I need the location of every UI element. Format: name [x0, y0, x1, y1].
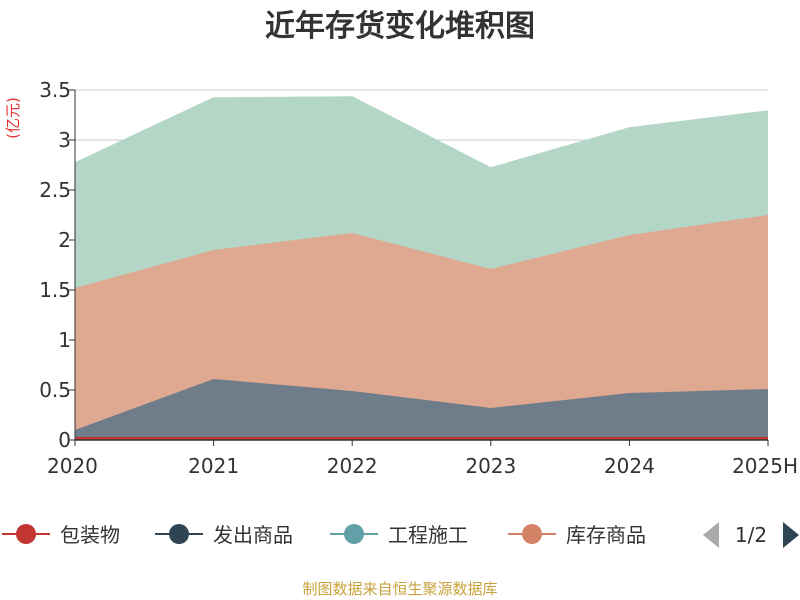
legend-marker-icon: [169, 524, 189, 544]
legend-label: 发出商品: [213, 523, 293, 547]
area-发出商品: [75, 379, 768, 437]
axis-layer: 0 0.5 1 1.5 2 2.5 3 3.5 2020 2021 2022 2023 2024 2025…: [39, 78, 798, 478]
x-tick-label: 2023: [465, 454, 516, 478]
legend-pager: 1/2: [703, 522, 799, 548]
legend-label: 工程施工: [388, 523, 468, 547]
x-tick-label: 2020: [47, 454, 98, 478]
x-tick-label: 2021: [188, 454, 239, 478]
y-tick-label: 3.5: [39, 78, 71, 102]
triangle-right-icon[interactable]: [783, 522, 799, 548]
x-tick-label: 2025H: [732, 454, 798, 478]
y-tick-label: 3: [58, 128, 71, 152]
x-tick-label: 2024: [604, 454, 655, 478]
y-tick-label: 0.5: [39, 378, 71, 402]
legend-item-发出商品[interactable]: 发出商品: [155, 523, 293, 547]
y-tick-label: 0: [58, 428, 71, 452]
chart-title: 近年存货变化堆积图: [265, 9, 535, 44]
legend-item-工程施工[interactable]: 工程施工: [330, 523, 468, 547]
legend-page-indicator: 1/2: [735, 523, 767, 547]
y-tick-label: 1.5: [39, 278, 71, 302]
y-tick-label: 1: [58, 328, 71, 352]
area-layer: [74, 96, 769, 440]
triangle-left-icon[interactable]: [703, 522, 719, 548]
legend-item-包装物[interactable]: 包装物: [2, 523, 120, 547]
legend-marker-icon: [344, 524, 364, 544]
legend: 包装物 发出商品 工程施工 库存商品: [2, 523, 646, 547]
y-tick-label: 2.5: [39, 178, 71, 202]
legend-item-库存商品[interactable]: 库存商品: [508, 523, 646, 547]
legend-marker-icon: [522, 524, 542, 544]
data-source-note: 制图数据来自恒生聚源数据库: [302, 580, 497, 598]
area-库存商品: [75, 215, 768, 430]
y-tick-label: 2: [58, 228, 71, 252]
x-tick-label: 2022: [327, 454, 378, 478]
series-line-工程施工: [74, 96, 769, 169]
y-axis-unit: (亿元): [4, 97, 22, 139]
legend-label: 包装物: [60, 523, 120, 547]
legend-marker-icon: [16, 524, 36, 544]
area-工程施工: [75, 97, 768, 288]
legend-label: 库存商品: [566, 523, 646, 547]
